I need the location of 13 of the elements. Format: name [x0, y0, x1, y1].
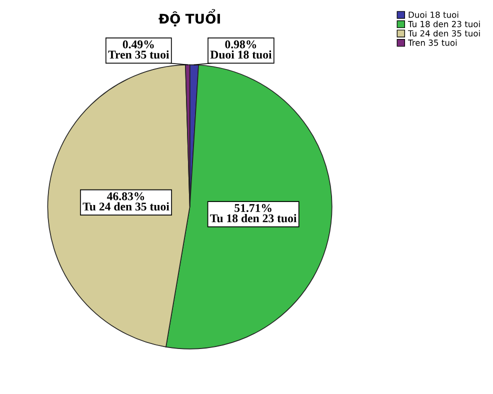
- data-label: 0.98%: [225, 40, 256, 48]
- legend-label: Tren 35 tuoi: [408, 39, 457, 46]
- chart-title: ĐỘ TUỔI: [158, 9, 220, 26]
- data-label: 51.71%: [234, 204, 272, 212]
- data-label: 0.49%: [122, 40, 154, 48]
- legend-label: Tu 18 den 23 tuoi: [408, 20, 480, 28]
- slice-label: Tu 24 den 35 tuoi: [82, 202, 170, 211]
- slice-label: Tren 35 tuoi: [108, 50, 170, 59]
- slice-label: Tu 18 den 23 tuoi: [210, 214, 297, 222]
- data-label: 46.83%: [106, 192, 144, 200]
- slice-label: Duoi 18 tuoi: [210, 50, 272, 59]
- legend-label: Duoi 18 tuoi: [408, 11, 458, 18]
- legend-label: Tu 24 den 35 tuoi: [408, 30, 480, 37]
